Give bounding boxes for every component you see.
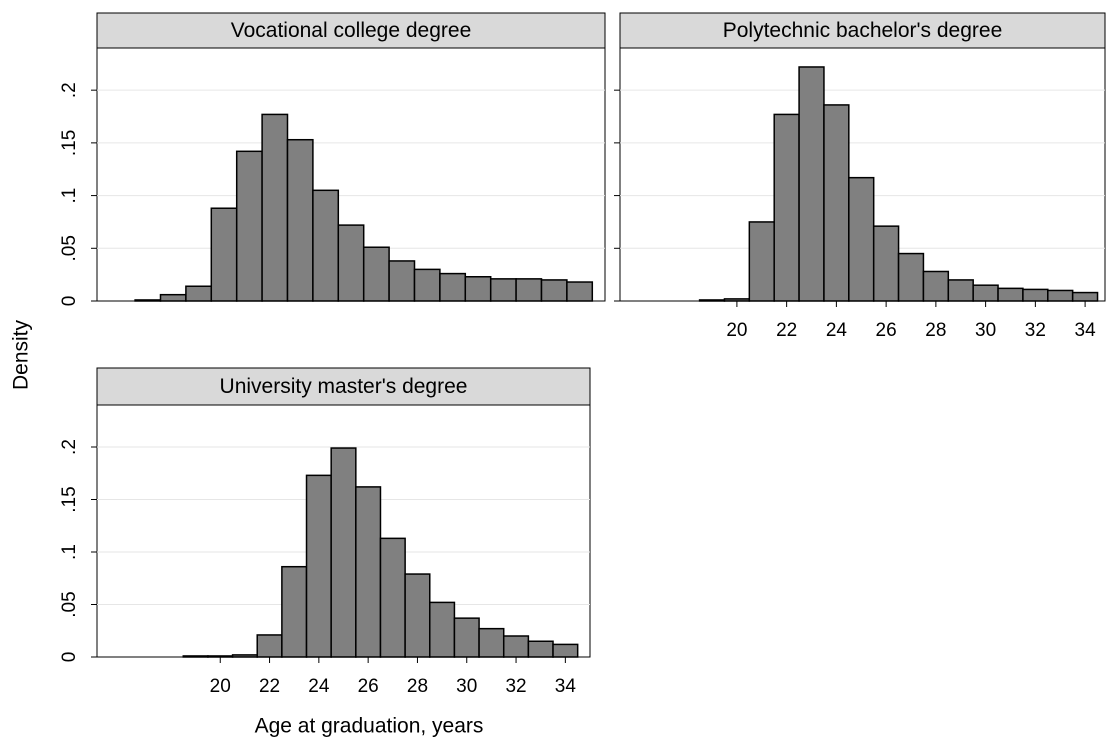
x-tick-label: 34 — [555, 676, 577, 697]
y-tick-label: 0 — [59, 652, 80, 663]
y-tick-label: 0 — [59, 296, 80, 307]
bar — [972, 284, 999, 302]
panel-title: Polytechnic bachelor's degree — [723, 19, 1003, 42]
x-tick-label: 22 — [776, 320, 797, 341]
bar — [552, 643, 579, 658]
bar — [439, 272, 467, 302]
y-tick-label: .05 — [59, 591, 80, 617]
y-tick-label: .2 — [59, 82, 80, 98]
x-tick-label: 32 — [505, 676, 526, 697]
bar — [464, 276, 492, 302]
panel-header — [96, 12, 606, 49]
bar — [379, 537, 406, 658]
x-tick-label: 28 — [407, 676, 428, 697]
bar — [798, 66, 825, 302]
bar — [897, 252, 925, 302]
bar — [922, 270, 950, 302]
bar — [723, 298, 751, 302]
bar — [182, 655, 209, 658]
bar — [1022, 288, 1049, 302]
bar — [748, 221, 775, 302]
bar — [231, 654, 258, 658]
x-tick-label: 24 — [308, 676, 330, 697]
bar — [210, 207, 238, 302]
bar — [305, 474, 332, 658]
bar — [362, 246, 390, 302]
y-tick-label: .2 — [59, 439, 80, 455]
bar — [281, 565, 308, 658]
bar — [823, 104, 850, 302]
y-axis-label: Density — [10, 319, 33, 390]
panel-title: Vocational college degree — [231, 19, 472, 42]
x-tick-label: 26 — [876, 320, 897, 341]
bar — [478, 627, 505, 658]
bar — [527, 640, 554, 658]
bar — [235, 150, 263, 302]
bar — [337, 224, 365, 302]
bar — [207, 655, 234, 658]
x-tick-label: 26 — [358, 676, 379, 697]
bar — [540, 279, 568, 302]
bar — [872, 225, 900, 302]
bar — [1047, 289, 1074, 302]
bar — [698, 299, 726, 302]
bar — [404, 573, 431, 658]
bar — [413, 268, 441, 302]
x-tick-label: 22 — [259, 676, 280, 697]
y-tick-label: .1 — [59, 544, 80, 560]
bar — [312, 189, 340, 302]
bar — [261, 113, 289, 302]
bar — [256, 634, 283, 658]
panel-title: University master's degree — [220, 375, 468, 398]
bar — [330, 447, 357, 658]
bar — [515, 278, 543, 302]
bar — [355, 486, 382, 658]
x-tick-label: 20 — [210, 676, 231, 697]
bar — [489, 278, 517, 302]
bar — [566, 281, 594, 302]
bar — [429, 601, 456, 658]
x-tick-label: 30 — [975, 320, 996, 341]
bar — [997, 287, 1024, 302]
bar — [502, 635, 530, 658]
x-tick-label: 30 — [456, 676, 477, 697]
y-tick-label: .05 — [59, 235, 80, 261]
bar — [848, 176, 875, 302]
bar — [453, 617, 480, 658]
y-tick-label: .1 — [59, 188, 80, 204]
bar — [185, 285, 213, 302]
bar — [286, 138, 314, 302]
bar — [1071, 291, 1099, 302]
bar — [947, 279, 974, 302]
x-tick-label: 24 — [826, 320, 848, 341]
bar — [159, 293, 187, 302]
bar — [388, 260, 416, 302]
y-tick-label: .15 — [59, 486, 80, 512]
panel-header — [619, 12, 1106, 49]
bar — [773, 113, 800, 302]
y-tick-label: .15 — [59, 130, 80, 156]
x-tick-label: 34 — [1075, 320, 1097, 341]
bar — [134, 299, 162, 302]
x-tick-label: 28 — [925, 320, 946, 341]
x-tick-label: 32 — [1025, 320, 1046, 341]
x-tick-label: 20 — [726, 320, 747, 341]
panel-header — [96, 367, 591, 406]
x-axis-label: Age at graduation, years — [255, 715, 484, 738]
